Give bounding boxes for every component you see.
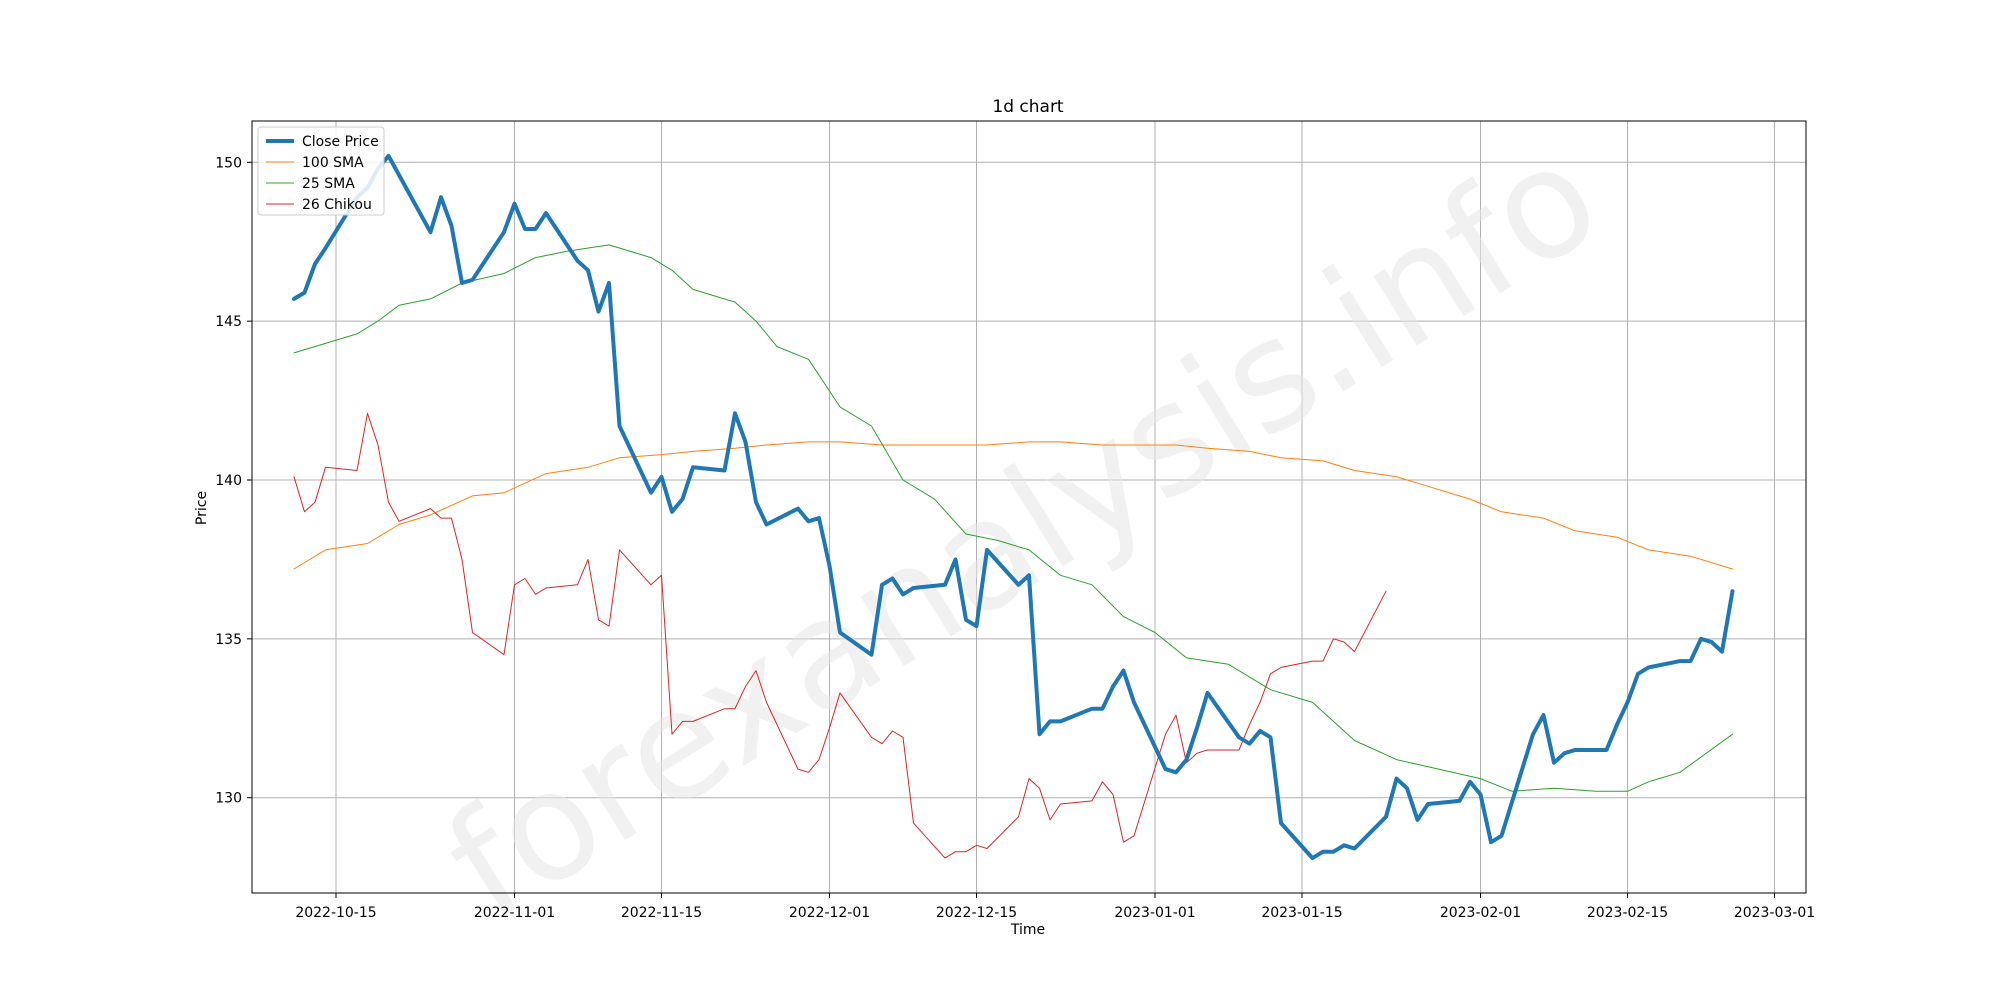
plot-frame [251, 120, 1807, 894]
x-tick-label: 2022-10-15 [295, 905, 376, 921]
y-tick-label: 145 [215, 314, 242, 330]
legend-label-25-sma: 25 SMA [302, 176, 355, 192]
legend-box [257, 126, 385, 216]
x-tick-label: 2022-12-15 [936, 905, 1017, 921]
y-tick-label: 135 [215, 632, 242, 648]
series-line-100-sma [293, 441, 1733, 570]
x-tick-label: 2023-02-15 [1587, 905, 1668, 921]
legend: Close Price 100 SMA 25 SMA 26 Chikou [257, 126, 385, 216]
legend-label-100-sma: 100 SMA [302, 155, 364, 171]
x-tick-label: 2023-03-01 [1734, 905, 1815, 921]
x-tick-label: 2022-11-15 [621, 905, 702, 921]
x-tick-label: 2022-11-01 [474, 905, 555, 921]
legend-label-close-price: Close Price [302, 134, 379, 150]
series-line-26-chikou [293, 412, 1387, 859]
chart-title: 1d chart [992, 97, 1064, 117]
y-axis-label: Price [194, 491, 210, 525]
x-axis-ticks: 2022-10-15 2022-11-01 2022-11-15 2022-12-01… [295, 893, 1815, 921]
series-line-25-sma [293, 244, 1733, 792]
series-layer [292, 153, 1735, 861]
x-axis-label: Time [1010, 922, 1045, 938]
y-axis-ticks: 130 135 140 145 150 [215, 155, 252, 807]
y-tick-label: 140 [215, 473, 242, 489]
y-tick-label: 130 [215, 791, 242, 807]
y-tick-label: 150 [215, 155, 242, 171]
series-line-close-price [292, 153, 1735, 861]
grid [252, 121, 1806, 893]
x-tick-label: 2023-02-01 [1440, 905, 1521, 921]
x-tick-label: 2022-12-01 [789, 905, 870, 921]
legend-label-26-chikou: 26 Chikou [302, 197, 372, 213]
x-tick-label: 2023-01-15 [1261, 905, 1342, 921]
x-tick-label: 2023-01-01 [1114, 905, 1195, 921]
